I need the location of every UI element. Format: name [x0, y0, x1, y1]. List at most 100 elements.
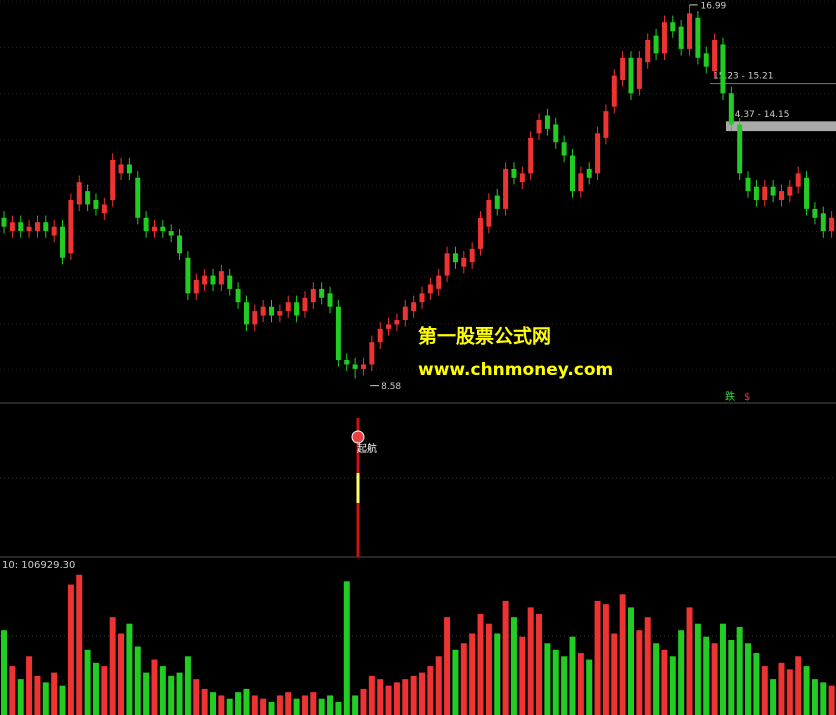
volume-bar — [444, 617, 451, 715]
candle-body — [269, 306, 275, 316]
volume-bar — [820, 682, 827, 715]
candle-body — [578, 173, 584, 192]
volume-bar — [686, 607, 693, 715]
volume-bar — [494, 633, 501, 715]
volume-bar — [761, 666, 768, 715]
candle-body — [804, 177, 810, 209]
candle-body — [469, 248, 475, 263]
volume-bar — [109, 617, 116, 715]
volume-bar — [176, 672, 183, 715]
volume-bar — [92, 662, 99, 715]
price-level — [710, 83, 836, 85]
candle-body — [18, 222, 24, 232]
candle-body — [712, 40, 718, 72]
volume-bar — [226, 698, 233, 715]
candle-body — [829, 217, 835, 232]
volume-bar — [728, 640, 735, 715]
volume-bar — [360, 688, 367, 715]
candle-body — [302, 297, 308, 312]
volume-bar — [201, 688, 208, 715]
candle-body — [319, 288, 325, 298]
candle-body — [561, 142, 567, 156]
candle-body — [369, 342, 375, 365]
candle-body — [695, 17, 701, 58]
candle-body — [51, 226, 57, 236]
watermark-title: 第一股票公式网 — [418, 325, 551, 348]
candle-body — [60, 226, 66, 258]
price-level-label: 15.23 - 15.21 — [713, 72, 774, 82]
candle-body — [586, 168, 592, 178]
volume-bar — [76, 574, 83, 715]
candle-body — [569, 155, 575, 192]
volume-bar — [636, 630, 643, 715]
candle-body — [812, 208, 818, 218]
volume-bar — [719, 623, 726, 715]
corner-mark: $ — [744, 392, 750, 403]
volume-bar — [260, 698, 267, 715]
candle-body — [235, 288, 241, 303]
candle-body — [243, 302, 249, 325]
volume-bar — [519, 636, 526, 715]
volume-bar — [536, 613, 543, 715]
candle-body — [252, 311, 258, 325]
candle-body — [193, 280, 199, 294]
candle-body — [787, 186, 793, 196]
volume-bar — [368, 675, 375, 715]
candle-body — [427, 284, 433, 294]
candle-body — [160, 226, 166, 232]
candle-body — [135, 177, 141, 218]
volume-bar — [1, 630, 7, 715]
volume-bar — [452, 649, 459, 715]
volume-bar — [427, 666, 434, 715]
volume-bar — [711, 643, 718, 715]
volume-bar — [235, 692, 242, 715]
candle-body — [737, 124, 743, 174]
candle-body — [411, 302, 417, 312]
volume-bar — [385, 685, 392, 715]
volume-bar — [569, 636, 576, 715]
candle-body — [151, 226, 157, 232]
volume-bar — [460, 643, 467, 715]
volume-bar — [586, 659, 593, 715]
volume-bar — [26, 656, 33, 715]
candle-body — [210, 275, 216, 285]
candle-body — [402, 306, 408, 320]
candle-body — [620, 57, 626, 80]
volume-bar — [327, 695, 334, 715]
volume-bar — [669, 656, 676, 715]
volume-bar — [393, 682, 400, 715]
volume-bar — [753, 653, 760, 715]
signal-marker — [351, 430, 365, 444]
volume-bar — [644, 617, 651, 715]
volume-bar — [335, 701, 342, 715]
candle-body — [553, 124, 559, 143]
candle-body — [386, 324, 392, 329]
volume-bar — [268, 701, 275, 715]
volume-bar — [736, 626, 743, 715]
candle-body — [494, 195, 500, 209]
volume-bar — [67, 584, 74, 715]
volume-bar — [778, 662, 785, 715]
volume-bar — [786, 669, 793, 715]
candle-body — [528, 137, 534, 174]
candle-body — [352, 364, 358, 369]
candle-body — [645, 40, 651, 63]
volume-bar — [527, 607, 534, 715]
volume-bar — [118, 633, 125, 715]
volume-bar — [134, 646, 141, 715]
volume-bar — [402, 679, 409, 715]
candle-body — [344, 360, 350, 365]
candle-body — [85, 191, 91, 205]
volume-bar — [770, 679, 777, 715]
candle-body — [118, 164, 124, 174]
volume-bar — [42, 682, 49, 715]
volume-bar — [193, 679, 200, 715]
candle-body — [728, 93, 734, 125]
volume-bar — [101, 666, 108, 715]
candle-body — [126, 164, 132, 174]
volume-bar — [577, 653, 584, 715]
candle-body — [770, 186, 776, 196]
volume-bar — [151, 659, 158, 715]
volume-bar — [159, 666, 166, 715]
volume-bar — [602, 604, 609, 715]
